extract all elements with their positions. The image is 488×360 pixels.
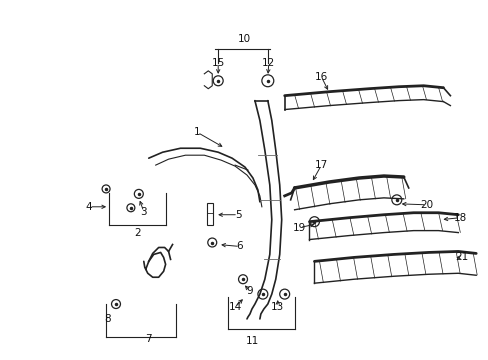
- Text: 3: 3: [140, 207, 147, 217]
- Text: 21: 21: [455, 252, 468, 262]
- Text: 13: 13: [270, 302, 284, 312]
- Text: 10: 10: [237, 34, 250, 44]
- Text: 19: 19: [292, 222, 305, 233]
- Text: 20: 20: [419, 200, 432, 210]
- Text: 12: 12: [262, 58, 275, 68]
- Text: 18: 18: [453, 213, 466, 223]
- Text: 4: 4: [86, 202, 92, 212]
- Text: 14: 14: [228, 302, 241, 312]
- Text: 15: 15: [211, 58, 224, 68]
- Text: 16: 16: [314, 72, 327, 82]
- Text: 2: 2: [134, 228, 141, 238]
- Text: 7: 7: [145, 334, 152, 344]
- Text: 17: 17: [314, 160, 327, 170]
- Text: 8: 8: [103, 314, 110, 324]
- Text: 5: 5: [234, 210, 241, 220]
- Text: 11: 11: [245, 336, 258, 346]
- Text: 1: 1: [194, 127, 200, 138]
- Text: 9: 9: [246, 286, 253, 296]
- Text: 6: 6: [236, 242, 243, 252]
